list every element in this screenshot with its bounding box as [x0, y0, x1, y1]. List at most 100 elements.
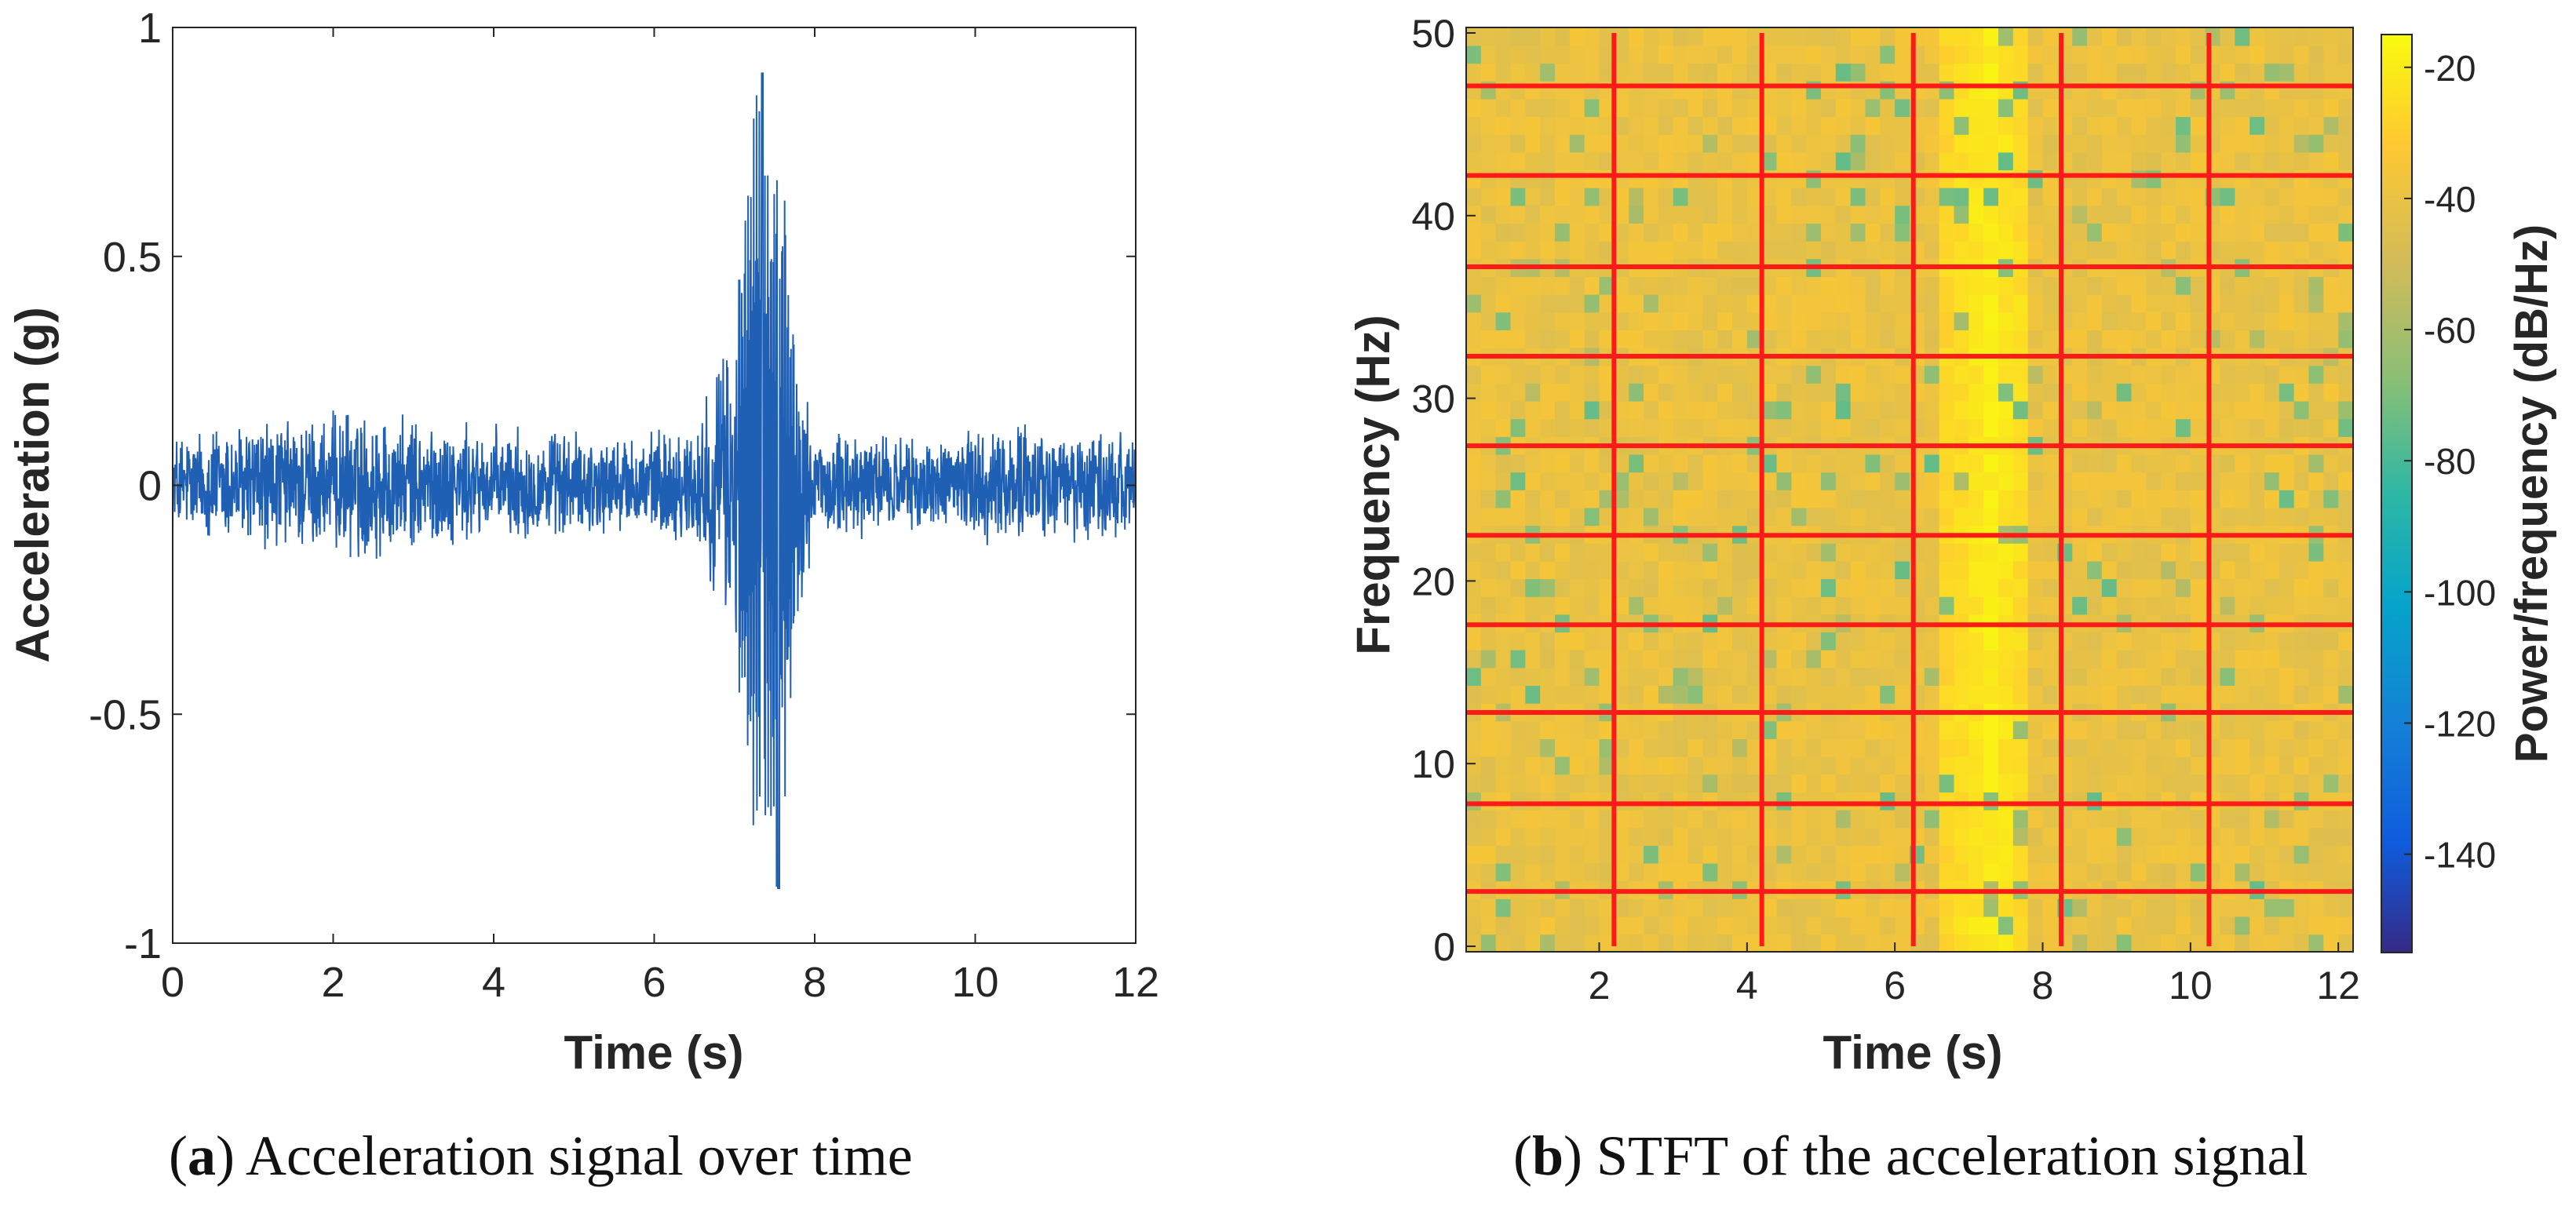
heatmap-cell — [1525, 738, 1541, 757]
heatmap-cell — [1540, 632, 1556, 650]
heatmap-cell — [1968, 365, 1984, 384]
heatmap-cell — [1569, 720, 1585, 739]
heatmap-cell — [2042, 543, 2059, 562]
heatmap-cell — [1495, 774, 1512, 792]
heatmap-cell — [1540, 454, 1556, 473]
heatmap-cell — [1480, 418, 1497, 437]
heatmap-cell — [1673, 240, 1689, 260]
heatmap-cell — [1599, 98, 1615, 118]
chart-b-axes-box — [1465, 27, 2354, 953]
heatmap-cell — [2220, 151, 2236, 171]
heatmap-cell — [2101, 400, 2118, 420]
heatmap-cell — [1954, 898, 1970, 917]
heatmap-cell — [1821, 27, 1837, 46]
heatmap-cell — [1599, 454, 1615, 473]
heatmap-cell — [2146, 454, 2162, 473]
heatmap-cell — [1806, 240, 1822, 260]
heatmap-cell — [1673, 98, 1689, 118]
heatmap-cell — [1968, 223, 1984, 242]
heatmap-cell — [1510, 490, 1527, 508]
heatmap-cell — [1821, 151, 1837, 171]
heatmap-cell — [2249, 98, 2265, 118]
heatmap-cell — [2176, 169, 2191, 188]
heatmap-cell — [1717, 187, 1733, 206]
heatmap-cell — [1746, 205, 1763, 224]
heatmap-cell — [2323, 293, 2339, 313]
heatmap-cell — [1761, 578, 1778, 597]
heatmap-cell — [1599, 756, 1615, 775]
heatmap-cell — [1806, 490, 1822, 508]
heatmap-cell — [2101, 507, 2118, 526]
heatmap-cell — [1865, 632, 1881, 650]
heatmap-cell — [1569, 685, 1585, 704]
heatmap-cell — [1850, 578, 1866, 597]
heatmap-cell — [2249, 45, 2265, 64]
heatmap-cell — [1939, 151, 1955, 171]
heatmap-cell — [2220, 276, 2236, 295]
heatmap-cell — [1806, 133, 1822, 153]
heatmap-cell — [2072, 418, 2088, 437]
heatmap-cell — [2042, 472, 2059, 490]
heatmap-cell — [2176, 116, 2191, 135]
heatmap-cell — [1569, 400, 1585, 420]
heatmap-cell — [2072, 151, 2088, 171]
heatmap-cell — [2338, 98, 2353, 118]
heatmap-cell — [2279, 649, 2295, 669]
heatmap-cell — [1806, 27, 1822, 46]
heatmap-cell — [1717, 400, 1733, 420]
heatmap-cell — [1584, 792, 1600, 811]
heatmap-cell — [1584, 400, 1600, 420]
heatmap-cell — [1939, 383, 1955, 402]
heatmap-cell — [1658, 862, 1674, 882]
heatmap-cell — [2264, 543, 2280, 562]
heatmap-cell — [1895, 792, 1910, 811]
heatmap-cell — [1806, 293, 1822, 313]
heatmap-cell — [1466, 596, 1482, 615]
heatmap-cell — [1732, 187, 1748, 206]
heatmap-cell — [1644, 63, 1659, 82]
heatmap-cell — [1658, 827, 1674, 846]
heatmap-cell — [2072, 507, 2088, 526]
heatmap-cell — [1968, 720, 1984, 739]
chart-b-heatmap — [1466, 27, 2353, 952]
heatmap-cell — [2264, 667, 2280, 686]
heatmap-cell — [1614, 276, 1629, 295]
heatmap-cell — [1939, 63, 1955, 82]
heatmap-cell — [1599, 809, 1615, 829]
heatmap-cell — [1791, 596, 1807, 615]
heatmap-cell — [1939, 720, 1955, 739]
heatmap-cell — [1614, 365, 1629, 384]
heatmap-cell — [1850, 240, 1866, 260]
heatmap-cell — [1495, 400, 1512, 420]
heatmap-cell — [2087, 454, 2103, 473]
heatmap-cell — [1983, 898, 1999, 917]
heatmap-cell — [1954, 543, 1970, 562]
heatmap-cell — [1983, 490, 1999, 508]
heatmap-cell — [2101, 916, 2118, 935]
heatmap-cell — [1880, 98, 1896, 118]
heatmap-cell — [2308, 187, 2325, 206]
heatmap-cell — [2027, 738, 2044, 757]
heatmap-cell — [2146, 240, 2162, 260]
chart-a-xtick-label: 10 — [951, 959, 998, 1006]
heatmap-cell — [1584, 454, 1600, 473]
heatmap-cell — [2161, 649, 2176, 669]
heatmap-cell — [1924, 792, 1940, 811]
heatmap-cell — [1702, 898, 1718, 917]
heatmap-cell — [1540, 116, 1556, 135]
heatmap-cell — [2220, 27, 2236, 46]
heatmap-cell — [2101, 454, 2118, 473]
heatmap-cell — [2308, 276, 2325, 295]
heatmap-cell — [1480, 560, 1497, 580]
heatmap-cell — [1569, 792, 1585, 811]
heatmap-cell — [2190, 774, 2206, 792]
heatmap-cell — [1702, 649, 1718, 669]
heatmap-cell — [1688, 472, 1704, 490]
heatmap-cell — [2176, 738, 2191, 757]
heatmap-cell — [1776, 116, 1793, 135]
heatmap-cell — [1968, 240, 1984, 260]
heatmap-cell — [1480, 400, 1497, 420]
heatmap-cell — [2087, 738, 2103, 757]
heatmap-cell — [2027, 330, 2044, 348]
heatmap-cell — [1850, 472, 1866, 490]
